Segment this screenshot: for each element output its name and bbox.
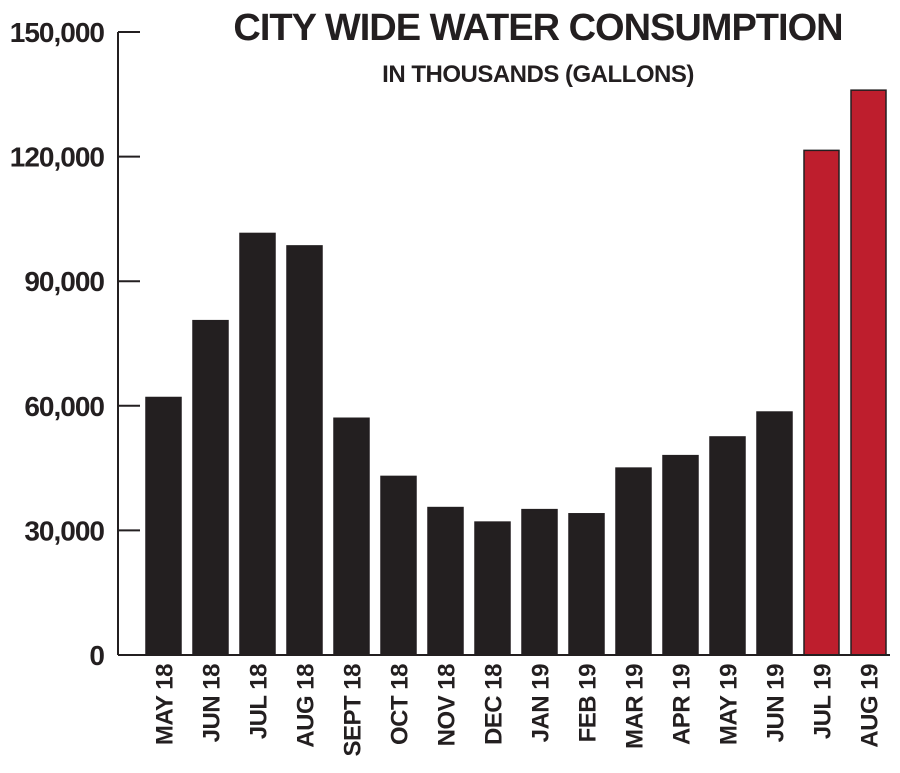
x-tick-label: JUL 19 (810, 664, 837, 739)
bars (145, 89, 887, 656)
bar-oct-18 (380, 475, 417, 656)
x-tick-label: MAY 18 (152, 664, 179, 745)
x-tick-label: SEPT 18 (340, 664, 367, 757)
bar-jul-18 (239, 232, 276, 656)
x-tick-label: FEB 19 (575, 664, 602, 743)
x-tick-label: AUG 18 (293, 664, 320, 748)
bar-apr-19 (662, 454, 699, 656)
bar-may-19 (709, 436, 746, 656)
y-tick-label: 30,000 (24, 515, 104, 546)
bar-may-18 (145, 396, 182, 656)
bar-aug-18 (286, 245, 323, 656)
x-tick-label: OCT 18 (387, 664, 414, 745)
bar-jan-19 (521, 508, 558, 656)
chart-subtitle: IN THOUSANDS (GALLONS) (382, 61, 694, 88)
chart-title: CITY WIDE WATER CONSUMPTION (233, 7, 842, 49)
x-tick-label: AUG 19 (857, 664, 884, 748)
y-tick-label: 150,000 (10, 17, 105, 48)
bar-mar-19 (615, 467, 652, 656)
bar-dec-18 (474, 521, 511, 656)
y-tick-label: 120,000 (10, 142, 105, 173)
x-tick-label: JUL 18 (246, 664, 273, 739)
bar-jun-19 (756, 411, 793, 656)
bar-jul-19 (803, 149, 840, 656)
x-tick-label: DEC 18 (481, 664, 508, 745)
x-tick-label: NOV 18 (434, 664, 461, 747)
x-tick-label: APR 19 (669, 664, 696, 745)
bar-sept-18 (333, 417, 370, 656)
x-tick-label: JUN 19 (763, 664, 790, 743)
y-axis: 0 30,000 60,000 90,000 120,000 150,000 (10, 17, 140, 671)
y-tick-label: 60,000 (24, 391, 104, 422)
y-tick-label: 90,000 (24, 266, 104, 297)
bar-nov-18 (427, 506, 464, 656)
x-tick-label: JUN 18 (199, 664, 226, 743)
x-tick-label: MAR 19 (622, 664, 649, 749)
bar-feb-19 (568, 513, 605, 656)
x-tick-label: JAN 19 (528, 664, 555, 743)
y-tick-label: 0 (89, 640, 104, 671)
bar-jun-18 (192, 319, 229, 656)
bar-aug-19 (850, 89, 887, 656)
x-axis: MAY 18 JUN 18 JUL 18 AUG 18 SEPT 18 OCT 18 NOV… (118, 654, 890, 757)
x-tick-label: MAY 19 (716, 664, 743, 745)
